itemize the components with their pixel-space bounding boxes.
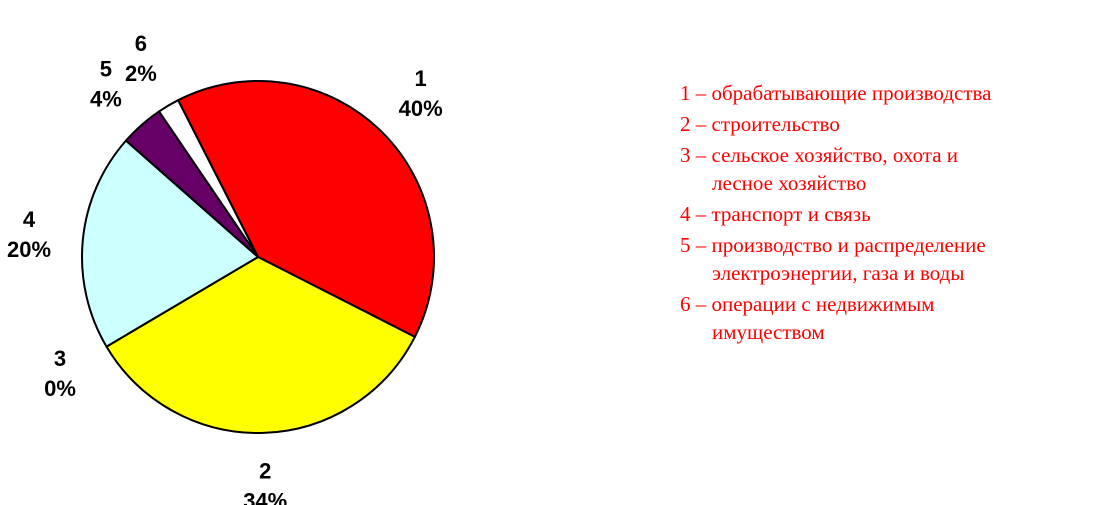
slice-value-label: 34% [243,489,287,505]
slice-value-label: 4% [90,86,122,111]
pie-slice [81,139,260,348]
legend-entry: лесное хозяйство [712,171,866,195]
legend-entry: 6 – операции с недвижимым [680,292,934,316]
legend-entry: 3 – сельское хозяйство, охота и [680,143,958,167]
legend-entry: 1 – обрабатывающие производства [680,81,992,105]
slice-value-label: 20% [7,237,51,262]
slice-value-label: 0% [44,376,76,401]
slice-category: 5 [100,56,112,81]
slice-category: 6 [135,31,147,56]
pie-slice [176,80,435,339]
slice-value-label: 2% [125,61,157,86]
pie-slice [157,98,259,258]
legend-entry: электроэнергии, газа и воды [712,261,964,285]
legend-entry: 4 – транспорт и связь [680,202,871,226]
slice-value-label: 40% [399,96,443,121]
legend-entry: имуществом [712,320,825,344]
slice-category: 2 [259,459,271,484]
slice-category: 3 [54,346,66,371]
legend-entry: 2 – строительство [680,112,840,136]
slice-category: 4 [23,207,36,232]
slice-category: 1 [415,66,427,91]
legend-entry: 5 – производство и распределение [680,233,986,257]
pie-slice [105,255,417,434]
